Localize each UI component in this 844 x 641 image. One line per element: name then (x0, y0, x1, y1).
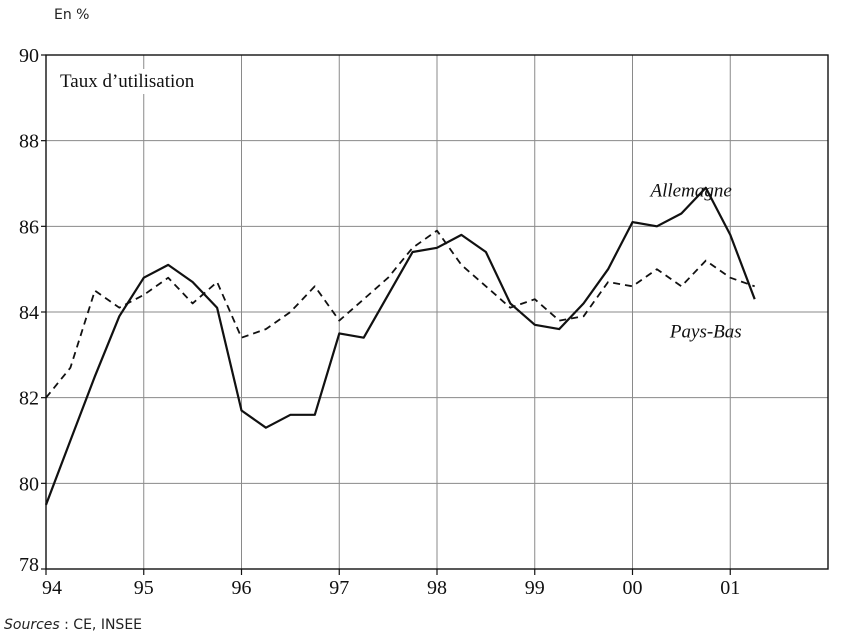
y-tick-label: 78 (19, 554, 39, 576)
y-tick-label: 84 (19, 302, 39, 324)
series-annotation: Allemagne (649, 180, 732, 201)
x-tick-label: 01 (720, 577, 740, 599)
x-tick-label: 99 (525, 577, 545, 599)
unit-label: En % (54, 7, 90, 23)
y-tick-label: 80 (19, 473, 39, 495)
series-line-pays-bas (45, 229, 755, 399)
source-text: : CE, INSEE (59, 617, 143, 633)
series-annotations: Allemagne Pays-Bas (649, 180, 742, 342)
x-tick-label: 98 (427, 577, 447, 599)
grid (46, 55, 828, 569)
series-line-allemagne (44, 186, 756, 506)
x-axis: 94 95 96 97 98 99 00 01 (42, 569, 740, 599)
y-tick-label: 88 (19, 131, 39, 153)
y-tick-label: 82 (19, 388, 39, 410)
x-tick-label: 97 (329, 577, 349, 599)
x-tick-label: 95 (134, 577, 154, 599)
series-group (44, 186, 756, 506)
y-tick-label: 86 (19, 216, 39, 238)
source-note: Sources : CE, INSEE (4, 617, 142, 633)
source-label: Sources (4, 617, 60, 633)
x-tick-label: 96 (232, 577, 252, 599)
series-annotation: Pays-Bas (669, 322, 742, 343)
x-tick-label: 94 (42, 577, 62, 599)
title-background (56, 69, 199, 94)
x-tick-label: 00 (623, 577, 643, 599)
y-axis: 78 80 82 84 86 88 90 (19, 45, 46, 576)
chart-title: Taux d’utilisation (60, 71, 195, 92)
y-tick-label: 90 (19, 45, 39, 67)
